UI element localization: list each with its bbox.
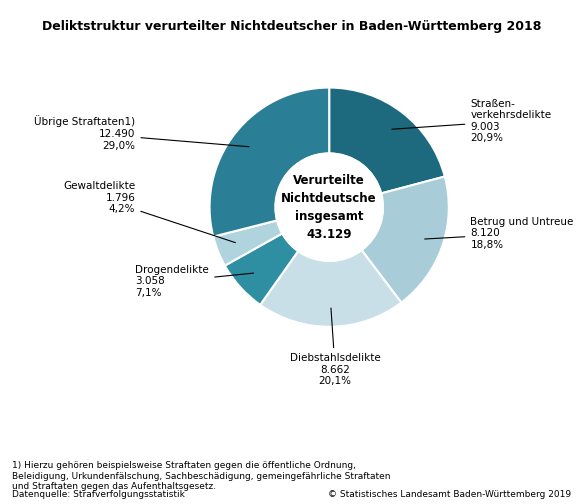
Text: © Statistisches Landesamt Baden-Württemberg 2019: © Statistisches Landesamt Baden-Württemb… [328,490,571,499]
Wedge shape [225,233,298,305]
Wedge shape [209,88,329,237]
Circle shape [275,153,383,261]
Text: Datenquelle: Strafverfolgungsstatistik: Datenquelle: Strafverfolgungsstatistik [12,490,185,499]
Wedge shape [213,220,282,266]
Wedge shape [329,88,445,194]
Wedge shape [260,250,401,327]
Text: 1) Hierzu gehören beispielsweise Straftaten gegen die öffentliche Ordnung,
Belei: 1) Hierzu gehören beispielsweise Strafta… [12,461,390,491]
Text: Diebstahlsdelikte
8.662
20,1%: Diebstahlsdelikte 8.662 20,1% [290,308,381,387]
Wedge shape [361,176,449,302]
Text: Betrug und Untreue
8.120
18,8%: Betrug und Untreue 8.120 18,8% [424,217,574,250]
Text: Drogendelikte
3.058
7,1%: Drogendelikte 3.058 7,1% [135,265,254,298]
Text: Verurteilte
Nichtdeutsche
insgesamt
43.129: Verurteilte Nichtdeutsche insgesamt 43.1… [282,174,377,241]
Text: Übrige Straftaten1)
12.490
29,0%: Übrige Straftaten1) 12.490 29,0% [34,115,249,151]
Text: Gewaltdelikte
1.796
4,2%: Gewaltdelikte 1.796 4,2% [64,181,236,242]
Text: Deliktstruktur verurteilter Nichtdeutscher in Baden-Württemberg 2018: Deliktstruktur verurteilter Nichtdeutsch… [42,20,541,33]
Text: Straßen-
verkehrsdelikte
9.003
20,9%: Straßen- verkehrsdelikte 9.003 20,9% [392,99,552,144]
